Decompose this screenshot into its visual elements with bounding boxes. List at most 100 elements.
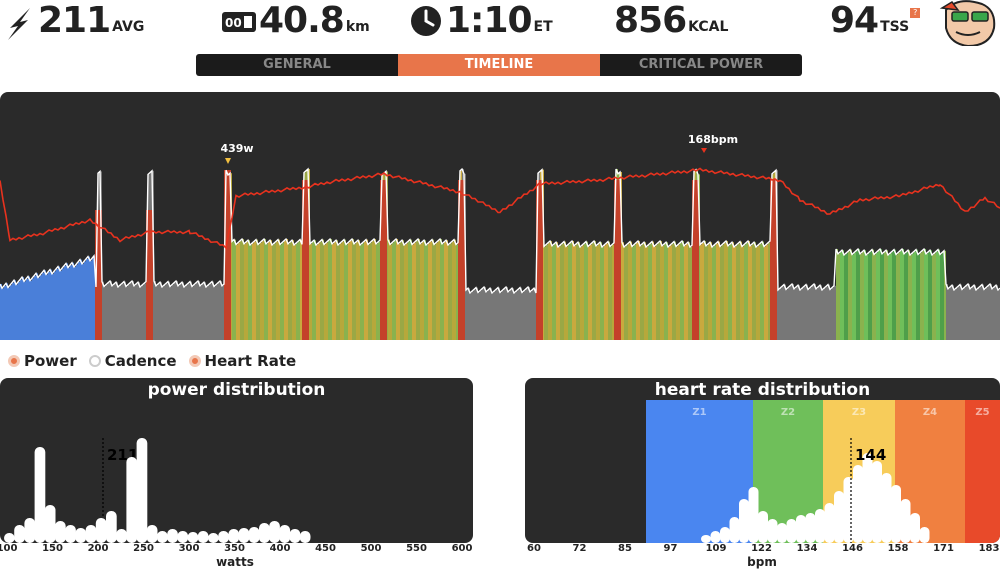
power-area-column (78, 262, 80, 340)
power-histogram-bar (136, 438, 148, 543)
power-area-column (782, 286, 784, 340)
power-area-column (506, 287, 508, 340)
power-area-column (690, 247, 692, 340)
power-area-column (608, 241, 610, 340)
power-area-column (558, 247, 560, 340)
power-histogram-bar (187, 532, 199, 543)
power-area-column (472, 291, 474, 340)
hr-histogram-bar (758, 511, 768, 543)
power-area-column (160, 282, 162, 340)
power-area-column (828, 284, 830, 340)
power-area-column (222, 285, 224, 340)
power-area-column (58, 266, 60, 340)
power-area-column (90, 260, 92, 340)
power-area-column (600, 242, 602, 340)
power-area-column (22, 277, 24, 340)
distance-stat: 00 40.8 km (222, 2, 370, 40)
power-area-column (624, 247, 626, 340)
power-area-column (24, 281, 26, 340)
hr-zone-label: Z1 (692, 407, 706, 418)
power-area-column (730, 244, 732, 340)
legend-heart-rate[interactable]: Heart Rate (188, 352, 297, 370)
power-area-column (988, 285, 990, 340)
power-area-column (914, 251, 916, 340)
tab-critical-power[interactable]: CRITICAL POWER (638, 57, 764, 72)
power-area-column (752, 244, 754, 340)
help-icon[interactable]: ? (910, 8, 921, 18)
power-area-column (910, 255, 912, 340)
power-area-column (922, 250, 924, 340)
legend-heart-rate-label: Heart Rate (204, 352, 297, 370)
power-area-column (352, 239, 354, 340)
power-area-column (438, 240, 440, 340)
power-area-column (968, 284, 970, 340)
power-area-column (480, 290, 482, 340)
power-area-column (626, 245, 628, 340)
power-area-column (288, 243, 290, 340)
power-area-column (114, 284, 116, 340)
power-area-column (758, 245, 760, 340)
power-spike-column (770, 180, 777, 340)
power-area-column (248, 240, 250, 340)
power-area-column (280, 244, 282, 340)
timeline-chart[interactable]: 439w 168bpm (0, 92, 1000, 340)
power-area-column (130, 282, 132, 340)
power-area-column (442, 243, 444, 340)
avatar[interactable] (938, 0, 1000, 48)
power-area-column (548, 242, 550, 340)
power-area-column (402, 240, 404, 340)
power-area-column (766, 244, 768, 340)
power-area-column (718, 241, 720, 340)
power-histogram-bar (116, 529, 127, 543)
power-area-column (852, 254, 854, 340)
power-area-column (738, 243, 740, 340)
power-area-column (212, 281, 214, 340)
power-area-column (944, 250, 946, 340)
power-area-column (272, 245, 274, 340)
power-area-column (418, 239, 420, 340)
power-area-column (846, 253, 848, 340)
power-area-column (958, 286, 960, 340)
power-area-column (500, 292, 502, 340)
power-area-column (726, 241, 728, 340)
legend-cadence[interactable]: Cadence (88, 352, 177, 370)
power-area-column (974, 285, 976, 340)
power-area-column (378, 242, 380, 340)
power-histogram: 211 (4, 438, 311, 543)
power-area-column (496, 289, 498, 340)
power-area-column (680, 242, 682, 340)
heart-rate-axis-title: bpm (747, 555, 777, 569)
power-area-column (70, 265, 72, 340)
power-area-column (996, 285, 998, 340)
power-area-column (512, 288, 514, 340)
power-area-column (80, 259, 82, 340)
power-area-column (882, 253, 884, 340)
power-area-column (582, 245, 584, 340)
time-value: 1:10 (446, 0, 533, 41)
power-area-column (424, 240, 426, 340)
power-area-column (630, 241, 632, 340)
power-area-column (924, 249, 926, 340)
power-area-column (20, 279, 22, 340)
power-area-column (904, 253, 906, 340)
power-area-column (432, 239, 434, 340)
power-area-column (732, 242, 734, 340)
tab-timeline[interactable]: TIMELINE (398, 54, 600, 76)
power-area-column (168, 281, 170, 340)
power-area-column (708, 244, 710, 340)
tab-general[interactable]: GENERAL (263, 57, 331, 72)
power-area-column (406, 243, 408, 340)
legend-power[interactable]: Power (8, 352, 77, 370)
power-area-column (878, 250, 880, 340)
power-toggle-icon (8, 355, 20, 367)
power-area-column (896, 254, 898, 340)
power-area-column (6, 283, 8, 340)
power-area-column (756, 247, 758, 340)
power-histogram-bar (197, 531, 209, 543)
power-area-column (840, 252, 842, 340)
heart-rate-axis-tick: 85 (618, 543, 632, 554)
power-area-column (722, 244, 724, 340)
power-area-column (574, 245, 576, 340)
power-area-column (18, 281, 20, 340)
power-area-column (976, 290, 978, 340)
